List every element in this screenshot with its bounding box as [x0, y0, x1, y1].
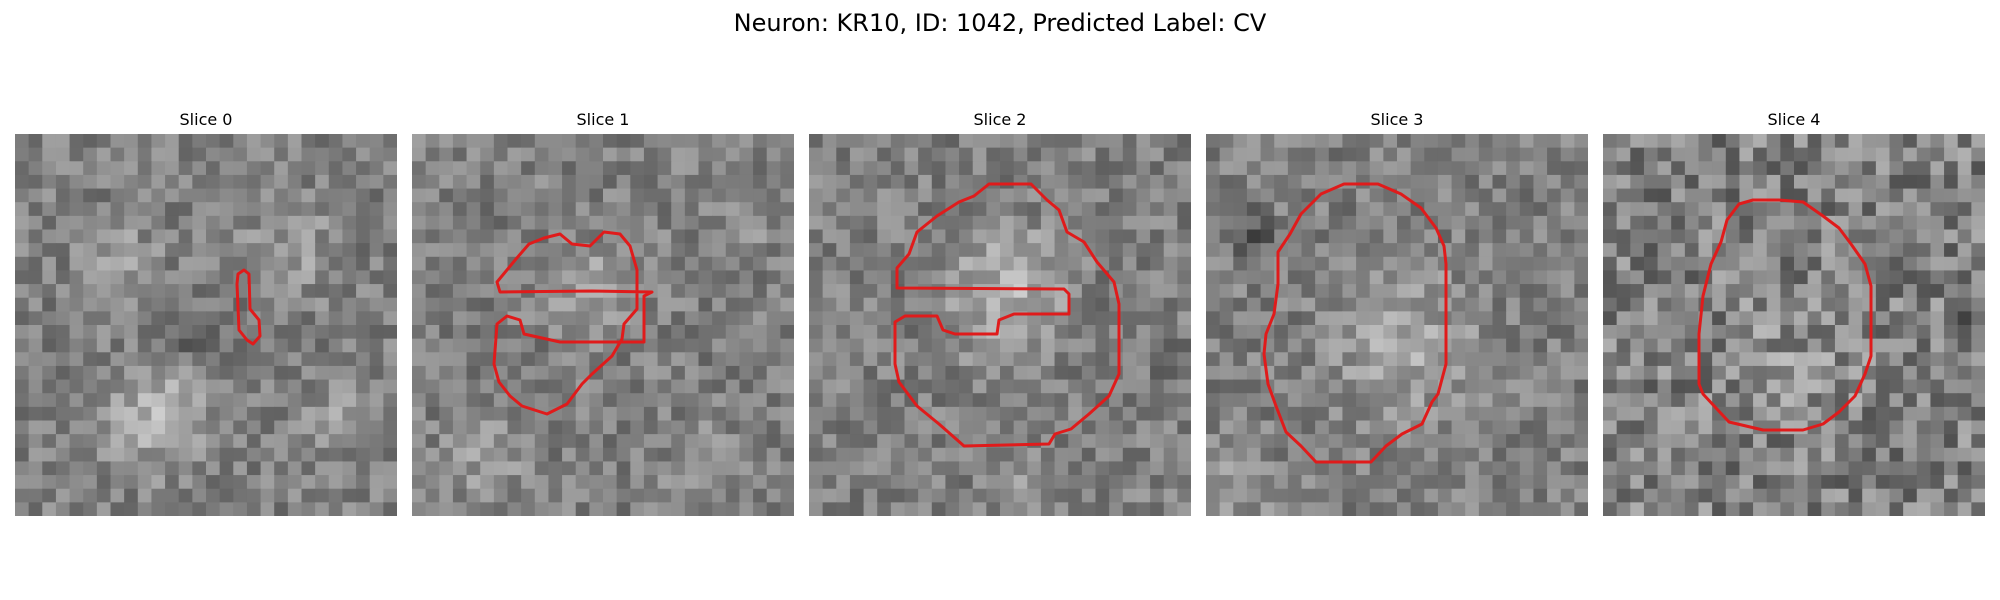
- slice-title: Slice 2: [973, 110, 1027, 129]
- segmentation-contour: [1262, 182, 1448, 464]
- pixel-grid: [809, 134, 1191, 516]
- slice-image: [809, 134, 1191, 516]
- slice-title: Slice 3: [1370, 110, 1424, 129]
- slice-title: Slice 1: [576, 110, 630, 129]
- segmentation-contour: [1697, 198, 1873, 432]
- slice-title: Slice 4: [1767, 110, 1821, 129]
- pixel-grid: [1603, 134, 1985, 516]
- pixel-grid: [412, 134, 794, 516]
- figure-title: Neuron: KR10, ID: 1042, Predicted Label:…: [733, 9, 1267, 37]
- slice-image: [412, 134, 794, 516]
- slice-title: Slice 0: [179, 110, 233, 129]
- slice-panel-3: Slice 3: [1206, 108, 1588, 518]
- slice-panel-2: Slice 2: [809, 108, 1191, 518]
- pixel-grid: [15, 134, 397, 516]
- segmentation-contour: [235, 268, 262, 346]
- slice-panel-1: Slice 1: [412, 108, 794, 518]
- segmentation-contour: [893, 182, 1121, 448]
- slice-image: [1603, 134, 1985, 516]
- slice-image: [1206, 134, 1588, 516]
- pixel-grid: [1206, 134, 1588, 516]
- slice-image: [15, 134, 397, 516]
- slice-panel-4: Slice 4: [1603, 108, 1985, 518]
- segmentation-contour: [492, 230, 654, 416]
- slice-panel-0: Slice 0: [15, 108, 397, 518]
